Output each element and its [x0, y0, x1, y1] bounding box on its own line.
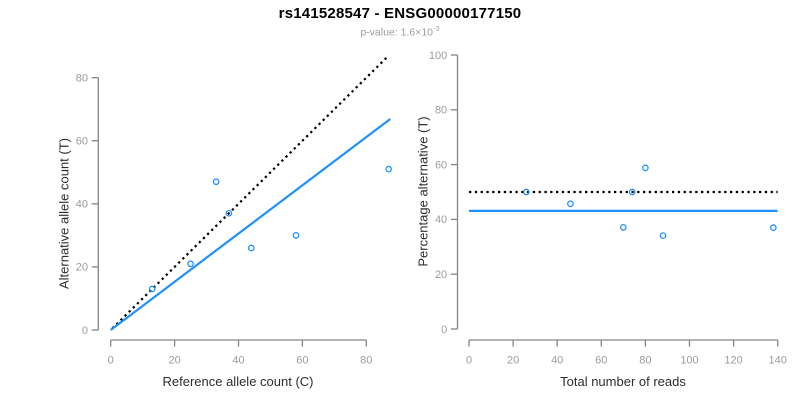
left-xaxis-title: Reference allele count (C)	[162, 374, 314, 389]
data-point	[148, 285, 156, 293]
data-point	[385, 165, 393, 173]
x-tick-label: 60	[595, 355, 607, 367]
x-tick-label: 100	[680, 355, 698, 367]
x-tick-label: 120	[724, 355, 742, 367]
pvalue-subtitle: p-value: 1.6×10-3	[0, 24, 800, 39]
pvalue-exponent: -3	[433, 24, 440, 33]
x-tick-label: 0	[108, 355, 114, 367]
x-tick-label: 40	[551, 355, 563, 367]
x-tick-label: 80	[360, 355, 372, 367]
fit-line	[110, 118, 391, 331]
y-tick-label: 60	[435, 159, 447, 171]
data-point	[247, 244, 255, 252]
data-point	[225, 209, 233, 217]
x-tick-label: 0	[466, 355, 472, 367]
y-tick-label: 80	[435, 105, 447, 117]
y-tick-label: 0	[441, 324, 447, 336]
y-tick-label: 80	[76, 72, 88, 84]
data-point	[619, 223, 627, 231]
data-point	[187, 260, 194, 268]
y-tick-label: 100	[429, 50, 447, 62]
x-tick-label: 80	[639, 355, 651, 367]
y-tick-label: 20	[435, 269, 447, 281]
x-tick-label: 140	[769, 355, 787, 367]
x-tick-label: 40	[232, 355, 244, 367]
data-point	[292, 232, 300, 239]
identity-line	[111, 54, 390, 330]
data-point	[769, 224, 777, 231]
right-yaxis-title: Percentage alternative (T)	[415, 116, 431, 267]
data-point	[642, 164, 649, 172]
x-tick-label: 20	[507, 355, 519, 367]
pvalue-text: p-value: 1.6×10	[360, 26, 433, 39]
y-tick-label: 0	[82, 325, 88, 337]
data-point	[659, 232, 667, 239]
page-title: rs141528547 - ENSG00000177150	[278, 5, 522, 22]
y-tick-label: 40	[76, 199, 88, 211]
data-point	[628, 188, 636, 196]
data-point	[212, 178, 220, 186]
y-tick-label: 40	[435, 214, 447, 226]
left-yaxis-title: Alternative allele count (T)	[56, 138, 72, 290]
x-tick-label: 60	[296, 355, 308, 367]
left-scatter-plot: 0 20 40 60 80 0 20 40 60 80	[76, 54, 393, 367]
x-tick-label: 20	[168, 355, 180, 367]
data-point	[567, 200, 574, 208]
y-tick-label: 20	[76, 262, 88, 274]
data-point	[522, 188, 530, 196]
y-tick-label: 60	[76, 136, 88, 148]
right-scatter-plot: 0 20 40 60 80 100 0 20 40 60 80 100 120 140	[429, 50, 787, 367]
right-xaxis-title: Total number of reads	[560, 374, 686, 389]
